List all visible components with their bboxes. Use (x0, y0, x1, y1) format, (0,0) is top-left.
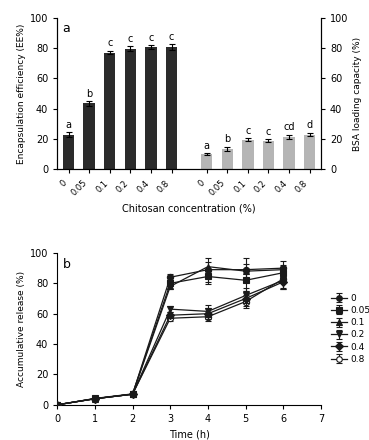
Bar (304, 135, 315, 169)
Text: b: b (62, 257, 70, 271)
Y-axis label: Accumulative release (%): Accumulative release (%) (17, 271, 25, 387)
Text: a: a (204, 141, 210, 151)
Bar (263, 141, 274, 169)
Text: c: c (245, 126, 251, 136)
Text: a: a (66, 120, 72, 130)
Text: a: a (62, 22, 70, 35)
Bar (63, 135, 74, 169)
Bar (242, 140, 254, 169)
Text: b: b (224, 134, 230, 144)
Bar (125, 49, 136, 169)
Text: c: c (266, 127, 271, 137)
Text: c: c (148, 33, 154, 43)
Y-axis label: BSA loading capacity (%): BSA loading capacity (%) (353, 37, 362, 150)
Bar (104, 52, 115, 169)
X-axis label: Time (h): Time (h) (169, 429, 210, 440)
Bar (166, 47, 177, 169)
Text: cd: cd (283, 122, 295, 132)
Text: c: c (107, 38, 113, 48)
Legend: 0, 0.05, 0.1, 0.2, 0.4, 0.8: 0, 0.05, 0.1, 0.2, 0.4, 0.8 (331, 294, 369, 364)
Text: c: c (169, 32, 174, 42)
Text: b: b (86, 89, 92, 99)
Bar (145, 47, 157, 169)
Y-axis label: Encapsulation efficiency (EE%): Encapsulation efficiency (EE%) (17, 23, 25, 164)
Text: d: d (307, 121, 313, 130)
Text: c: c (128, 34, 133, 44)
X-axis label: Chitosan concentration (%): Chitosan concentration (%) (122, 203, 256, 213)
Bar (221, 149, 233, 169)
Bar (83, 103, 95, 169)
Bar (283, 137, 295, 169)
Bar (201, 154, 212, 169)
